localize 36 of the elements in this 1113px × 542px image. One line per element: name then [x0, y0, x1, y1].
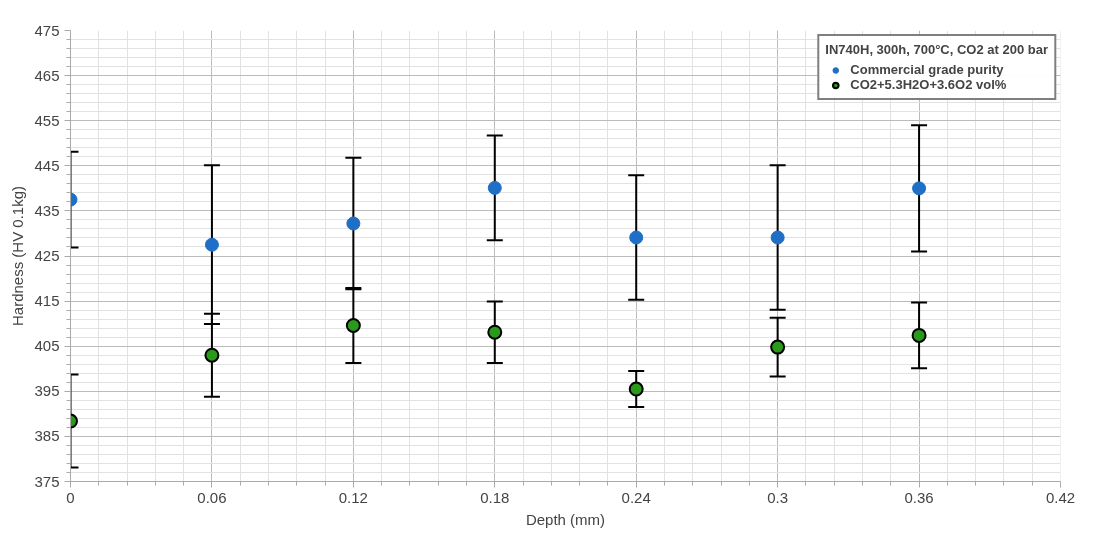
y-axis-title: Hardness (HV 0.1kg)	[9, 185, 27, 327]
x-tick-label: 0.36	[904, 488, 934, 506]
point	[204, 237, 219, 252]
y-tick-label: 405	[34, 337, 60, 355]
x-tick-label: 0.24	[621, 488, 651, 506]
y-tick-label: 395	[34, 382, 60, 400]
point	[487, 180, 502, 195]
y-tick-label: 375	[34, 472, 60, 490]
y-tick-label: 425	[34, 247, 60, 264]
x-tick-label: 0.18	[480, 488, 510, 506]
point	[770, 339, 786, 355]
point	[204, 347, 220, 363]
legend-label: CO2+5.3H2O+3.6O2 vol%	[850, 77, 1007, 92]
x-tick-label: 0	[66, 488, 75, 506]
x-tick-label: 0.06	[197, 488, 227, 506]
y-tick-label: 455	[34, 111, 60, 129]
x-axis-title: Depth (mm)	[525, 510, 606, 528]
point	[912, 181, 927, 196]
point	[487, 324, 503, 340]
point	[770, 230, 785, 245]
point	[629, 230, 644, 245]
y-tick-label: 445	[34, 156, 60, 174]
y-tick-label: 435	[34, 201, 60, 219]
legend-title: IN740H, 300h, 700°C, CO2 at 200 bar	[825, 42, 1048, 57]
y-tick-label: 465	[34, 66, 60, 84]
x-tick-label: 0.3	[767, 488, 789, 506]
point	[346, 216, 361, 231]
point	[628, 381, 644, 397]
point	[911, 327, 927, 343]
y-tick-label: 475	[34, 21, 60, 39]
y-tick-label: 385	[34, 427, 60, 445]
point	[345, 317, 361, 333]
x-tick-label: 0.42	[1045, 488, 1076, 506]
y-tick-label: 415	[34, 292, 60, 310]
x-tick-label: 0.12	[338, 488, 368, 506]
legend-label: Commercial grade purity	[850, 62, 1004, 77]
